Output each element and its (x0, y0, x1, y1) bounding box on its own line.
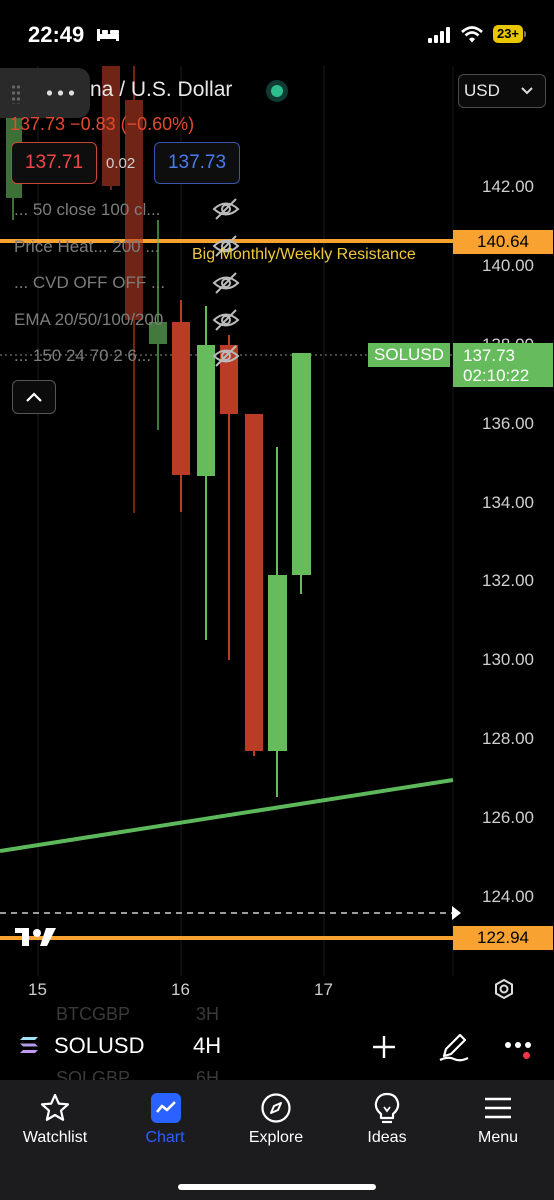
nav-label: Explore (248, 1129, 304, 1146)
price-axis-tick: 142.00 (482, 177, 534, 196)
nav-label: Menu (477, 1129, 519, 1146)
trend-line[interactable] (0, 778, 454, 853)
wifi-icon (461, 26, 483, 43)
home-indicator[interactable] (178, 1184, 376, 1190)
chart-icon (151, 1093, 181, 1123)
hamburger-icon (485, 1097, 511, 1119)
eye-off-icon[interactable] (212, 197, 240, 221)
lightbulb-icon (374, 1092, 400, 1124)
candle (292, 353, 311, 594)
candle-countdown: 02:10:22 (463, 366, 530, 385)
price-axis-tick: 124.00 (482, 887, 534, 906)
sell-price-button[interactable]: 137.71 (11, 142, 97, 184)
time-axis-tick: 15 (28, 980, 47, 999)
nav-label: Chart (145, 1129, 185, 1146)
time-axis-tick: 17 (314, 980, 333, 999)
candle (149, 220, 167, 430)
sleep-focus-icon (97, 29, 119, 41)
symbol-title[interactable]: na / U.S. Dollar (90, 78, 233, 101)
indicator-label[interactable]: Price Heat... 200 ... (14, 237, 160, 256)
candle (102, 66, 120, 190)
battery-indicator: 23+ (493, 25, 523, 43)
candle (268, 447, 287, 797)
price-axis-tick: 134.00 (482, 493, 534, 512)
tradingview-logo (15, 928, 56, 946)
collapse-legend-button[interactable] (12, 380, 56, 414)
indicator-label[interactable]: EMA 20/50/100/200 (14, 310, 164, 329)
star-icon (40, 1093, 70, 1121)
candle (245, 414, 263, 756)
eye-off-icon[interactable] (212, 308, 240, 332)
ghost-interval: 3H (196, 1004, 220, 1024)
compass-icon (261, 1093, 291, 1123)
status-time: 22:49 (28, 22, 85, 47)
eye-off-icon[interactable] (212, 271, 240, 295)
last-price-tag[interactable]: 137.73 02:10:22 (453, 343, 553, 387)
interval-selector[interactable]: 4H (193, 1033, 222, 1058)
resistance-price-tag[interactable]: 140.64 (453, 230, 553, 254)
eye-off-icon[interactable] (212, 234, 240, 258)
market-open-indicator (266, 80, 288, 102)
chevron-up-icon (26, 392, 42, 402)
candle (197, 306, 215, 640)
plus-icon[interactable] (371, 1034, 397, 1060)
cellular-signal-icon (428, 27, 452, 43)
indicator-label[interactable]: ... 150 24 70 2 6... (14, 346, 152, 365)
drag-menu-handle[interactable] (0, 68, 90, 118)
price-axis-tick: 126.00 (482, 808, 534, 827)
more-dots-icon[interactable] (44, 89, 78, 97)
pen-draw-icon[interactable] (438, 1030, 470, 1062)
drag-dots-icon (11, 84, 21, 104)
price-axis-tick: 136.00 (482, 414, 534, 433)
indicator-label[interactable]: ... 50 close 100 cl... (14, 200, 161, 219)
nav-label: Ideas (367, 1129, 407, 1146)
symbol-bar: BTCGBP 3H SOLGBP 6H SOLUSD 4H (0, 1004, 554, 1088)
nav-label: Watchlist (22, 1129, 88, 1146)
bottom-navigation (0, 1080, 554, 1200)
symbol-price-tag: SOLUSD (368, 343, 450, 367)
solana-logo-icon (20, 1037, 38, 1053)
buy-price-button[interactable]: 137.73 (154, 142, 240, 184)
battery-tip (524, 31, 526, 37)
support-price-tag[interactable]: 122.94 (453, 926, 553, 950)
chart-settings-icon[interactable] (493, 978, 515, 1000)
resistance-annotation[interactable]: Big Monthly/Weekly Resistance (192, 246, 416, 263)
symbol-selector[interactable]: SOLUSD (54, 1033, 145, 1058)
price-axis-tick: 128.00 (482, 729, 534, 748)
chevron-down-icon (521, 87, 533, 95)
candle (172, 300, 190, 512)
indicator-label[interactable]: ... CVD OFF OFF ... (14, 273, 166, 292)
candle (220, 335, 238, 660)
price-axis-tick: 140.00 (482, 256, 534, 275)
more-options-icon[interactable] (505, 1042, 535, 1059)
spread-value: 0.02 (106, 155, 136, 172)
currency-select[interactable]: USD (458, 74, 546, 108)
eye-off-icon[interactable] (212, 344, 240, 368)
scroll-arrow-icon (452, 906, 461, 920)
price-chart[interactable] (0, 66, 554, 976)
price-change: 137.73 −0.83 (−0.60%) (10, 114, 195, 134)
time-axis-tick: 16 (171, 980, 190, 999)
ghost-symbol: BTCGBP (56, 1004, 131, 1024)
currency-value: USD (464, 81, 500, 100)
price-axis-tick: 130.00 (482, 650, 534, 669)
candle (125, 66, 143, 513)
price-axis-tick: 132.00 (482, 571, 534, 590)
last-price-value: 137.73 (463, 346, 515, 365)
